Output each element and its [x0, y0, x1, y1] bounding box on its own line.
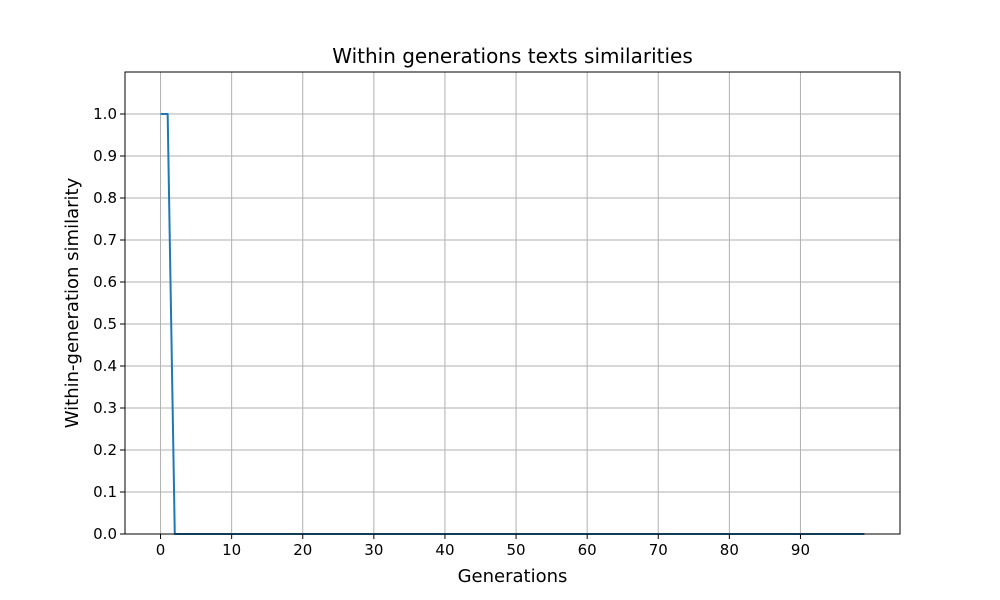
x-tick-label: 80: [720, 541, 739, 559]
y-tick-label: 0.9: [93, 147, 117, 165]
x-tick-label: 90: [791, 541, 810, 559]
y-tick-label: 0.4: [93, 357, 117, 375]
y-tick-label: 0.5: [93, 315, 117, 333]
x-tick-label: 60: [578, 541, 597, 559]
y-tick-label: 0.8: [93, 189, 117, 207]
chart-title: Within generations texts similarities: [332, 44, 693, 68]
x-tick-label: 30: [364, 541, 383, 559]
y-tick-label: 0.2: [93, 441, 117, 459]
plot-frame: [124, 71, 901, 535]
y-tick-label: 0.3: [93, 399, 117, 417]
ticks: 0 10 20 30 40 50 60 70 80 90 0.0 0.1 0.2 0.3 0.4 0.5 0.6…: [93, 105, 810, 559]
x-tick-label: 70: [649, 541, 668, 559]
y-tick-label: 0.0: [93, 525, 117, 543]
y-tick-label: 1.0: [93, 105, 117, 123]
x-tick-label: 50: [507, 541, 526, 559]
x-tick-label: 10: [222, 541, 241, 559]
y-tick-label: 0.7: [93, 231, 117, 249]
x-tick-label: 40: [435, 541, 454, 559]
x-tick-label: 0: [156, 541, 166, 559]
grid: [125, 72, 900, 535]
x-tick-label: 20: [293, 541, 312, 559]
y-tick-label: 0.6: [93, 273, 117, 291]
y-tick-label: 0.1: [93, 483, 117, 501]
y-axis-label: Within-generation similarity: [62, 177, 83, 428]
x-axis-label: Generations: [458, 566, 568, 587]
